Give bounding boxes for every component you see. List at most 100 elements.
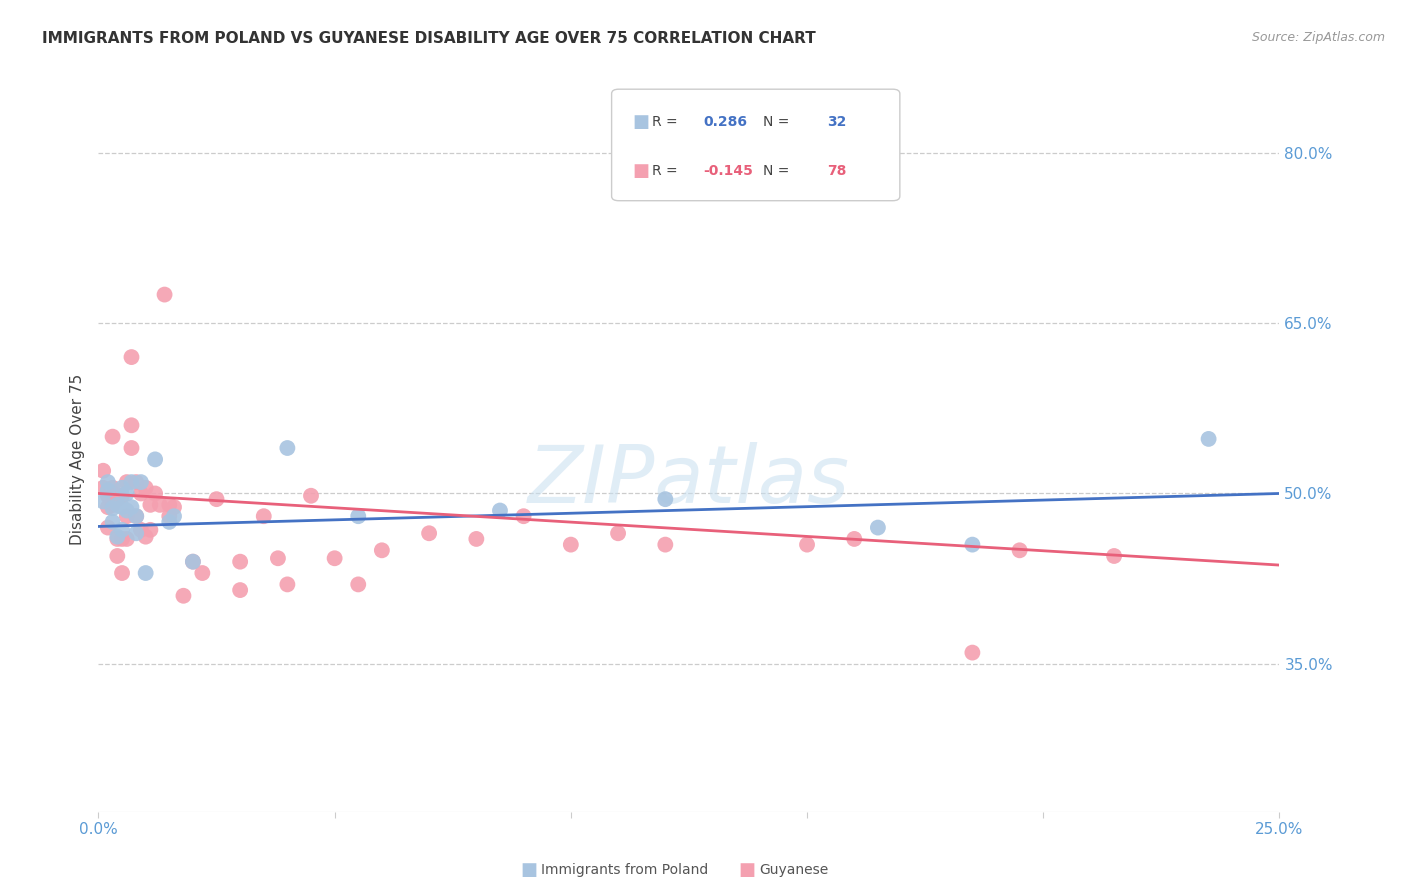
Point <box>111 489 134 503</box>
Point <box>101 515 124 529</box>
Point <box>253 509 276 524</box>
Point <box>163 509 186 524</box>
Text: N =: N = <box>763 115 794 129</box>
Point <box>111 532 134 546</box>
Point <box>125 509 148 524</box>
Point <box>157 515 180 529</box>
Point <box>135 481 157 495</box>
Text: R =: R = <box>652 115 682 129</box>
Text: Immigrants from Poland: Immigrants from Poland <box>541 863 709 877</box>
Point <box>115 532 138 546</box>
Point <box>129 523 152 537</box>
Text: Source: ZipAtlas.com: Source: ZipAtlas.com <box>1251 31 1385 45</box>
Point <box>276 577 298 591</box>
Point <box>181 555 204 569</box>
Point <box>229 583 252 598</box>
Point <box>1102 549 1125 563</box>
Point <box>866 520 889 534</box>
Point <box>91 494 114 508</box>
Text: 78: 78 <box>827 163 846 178</box>
Point <box>654 538 676 552</box>
Point <box>111 523 134 537</box>
Point <box>1198 432 1220 446</box>
Point <box>418 526 440 541</box>
Point <box>1008 543 1031 558</box>
Text: ■: ■ <box>520 861 537 879</box>
Point <box>121 441 143 455</box>
Point <box>276 441 298 455</box>
Point <box>139 523 162 537</box>
Point <box>229 555 252 569</box>
Point <box>115 486 138 500</box>
Point <box>157 498 180 512</box>
Text: ZIPatlas: ZIPatlas <box>527 442 851 519</box>
Text: Guyanese: Guyanese <box>759 863 828 877</box>
Point <box>205 492 228 507</box>
Text: 0.286: 0.286 <box>703 115 747 129</box>
Point <box>465 532 488 546</box>
Text: ■: ■ <box>633 113 650 131</box>
Point <box>129 486 152 500</box>
Y-axis label: Disability Age Over 75: Disability Age Over 75 <box>70 374 86 545</box>
Point <box>111 481 134 495</box>
Point <box>121 350 143 364</box>
Point <box>129 475 152 489</box>
Point <box>191 566 214 580</box>
Point <box>347 509 370 524</box>
Point <box>111 566 134 580</box>
Point <box>844 532 866 546</box>
Point <box>125 509 148 524</box>
Point <box>323 551 346 566</box>
Point <box>97 500 120 515</box>
Point <box>489 503 512 517</box>
Text: -0.145: -0.145 <box>703 163 752 178</box>
Point <box>157 509 180 524</box>
Point <box>135 530 157 544</box>
Point <box>101 486 124 500</box>
Point <box>115 509 138 524</box>
Point <box>115 475 138 489</box>
Point <box>267 551 290 566</box>
Point <box>97 483 120 497</box>
Point <box>139 498 162 512</box>
Point <box>97 520 120 534</box>
Point <box>115 503 138 517</box>
Point <box>91 464 114 478</box>
Point <box>111 500 134 515</box>
Point <box>654 492 676 507</box>
Point <box>962 538 984 552</box>
Point <box>101 498 124 512</box>
Point <box>153 287 176 301</box>
Point <box>512 509 534 524</box>
Point <box>143 452 166 467</box>
Point <box>172 589 194 603</box>
Point <box>121 500 143 515</box>
Point <box>121 475 143 489</box>
Point <box>101 481 124 495</box>
Point <box>149 498 172 512</box>
Text: N =: N = <box>763 163 794 178</box>
Point <box>105 492 128 507</box>
Point <box>121 418 143 433</box>
Point <box>125 475 148 489</box>
Point <box>299 489 322 503</box>
Point <box>97 489 120 503</box>
Point <box>796 538 818 552</box>
Point <box>105 532 128 546</box>
Point <box>135 566 157 580</box>
Point <box>105 530 128 544</box>
Point <box>962 646 984 660</box>
Point <box>91 481 114 495</box>
Point <box>560 538 582 552</box>
Point <box>105 549 128 563</box>
Text: R =: R = <box>652 163 682 178</box>
Point <box>347 577 370 591</box>
Point <box>101 430 124 444</box>
Point <box>607 526 630 541</box>
Point <box>371 543 394 558</box>
Text: ■: ■ <box>633 161 650 179</box>
Point <box>143 486 166 500</box>
Point <box>101 501 124 516</box>
Point <box>97 475 120 489</box>
Point <box>125 526 148 541</box>
